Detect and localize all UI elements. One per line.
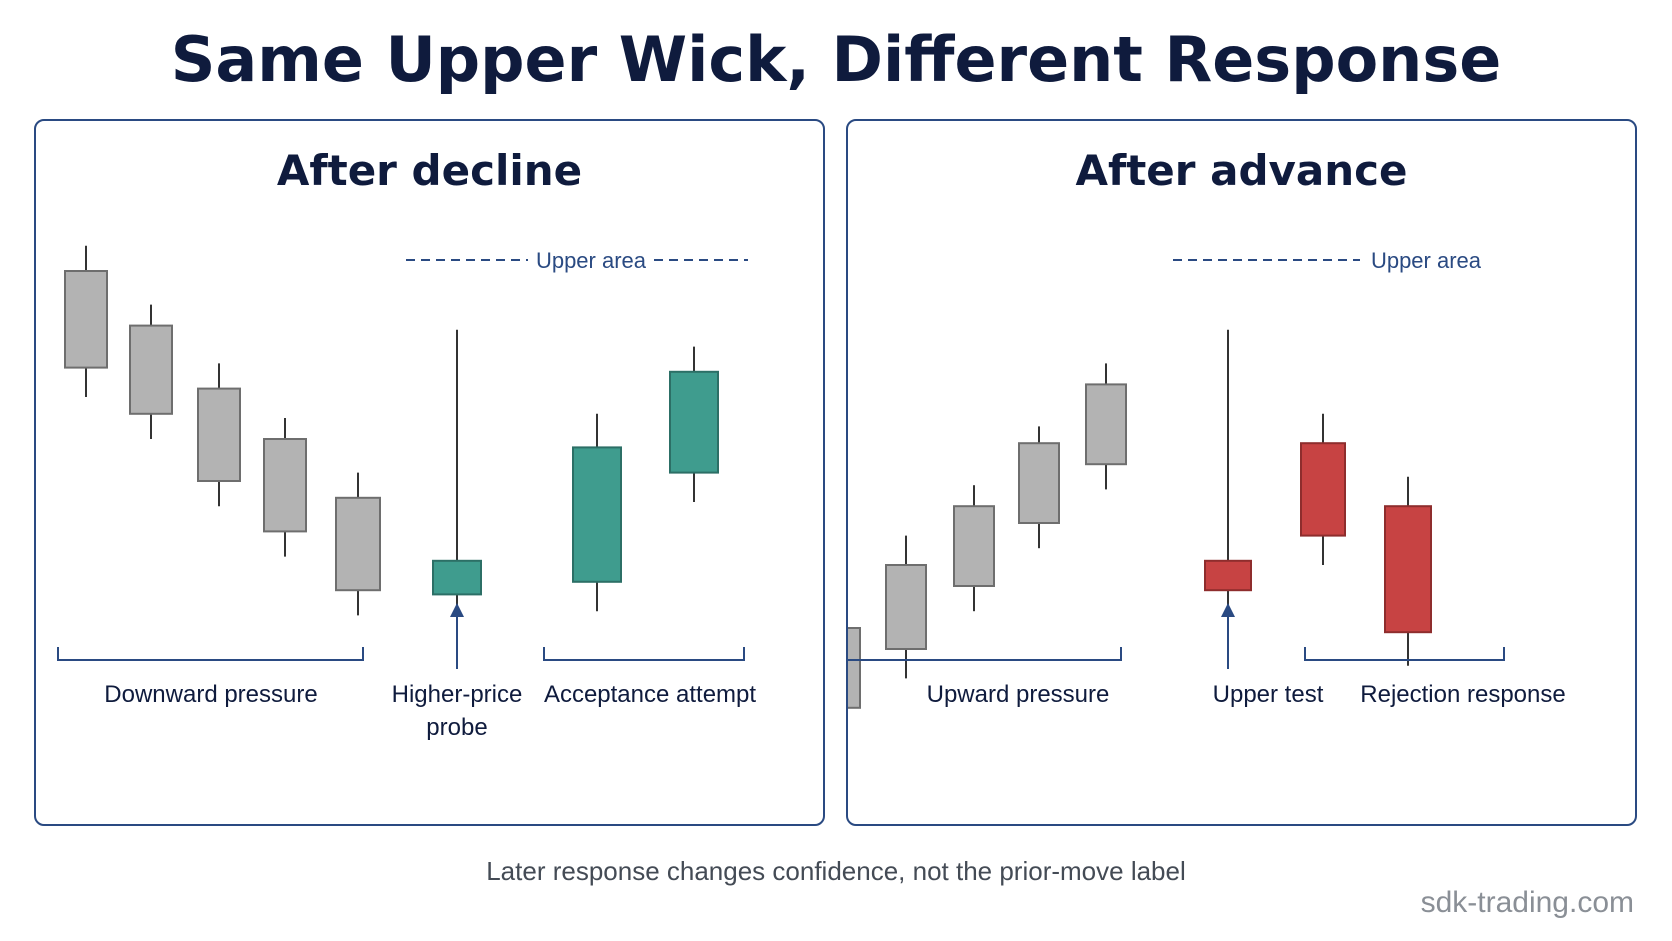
group-bracket: [1304, 647, 1505, 661]
candle-context: [64, 245, 108, 397]
panel-after-advance: After advance Upper area Upward pressure…: [846, 119, 1637, 826]
arrow-up-icon: [1221, 603, 1235, 617]
candle-body: [848, 627, 861, 709]
candle-response: [572, 413, 622, 612]
candle-body: [669, 370, 719, 474]
candlestick-diagram: Upper area: [848, 248, 1505, 709]
group-label-response: Acceptance attempt: [543, 681, 757, 708]
candle-body: [953, 505, 995, 588]
candle-context: [263, 418, 307, 557]
group-label-wick: Upper test: [1212, 681, 1324, 708]
candle-context: [197, 363, 241, 507]
candle-context: [335, 472, 381, 616]
upper-area-label: Upper area: [1371, 248, 1482, 273]
candle-body: [1300, 442, 1346, 537]
candle-body: [432, 559, 482, 596]
panel-after-decline: After decline Upper area Downward pressu…: [34, 119, 825, 826]
candle-body: [1384, 505, 1432, 634]
watermark: sdk-trading.com: [1420, 886, 1634, 919]
group-bracket: [543, 647, 745, 661]
panel-title: After decline: [276, 146, 583, 195]
candle-long-upper-wick: [432, 329, 482, 628]
group-label-context: Downward pressure: [104, 681, 318, 708]
candle-context: [129, 304, 173, 439]
candle-body: [263, 438, 307, 533]
upper-area-label: Upper area: [536, 248, 647, 273]
candle-body: [572, 446, 622, 583]
candle-context: [848, 627, 861, 709]
group-label-wick: Higher-price probe: [391, 681, 523, 741]
panel-title: After advance: [1075, 146, 1408, 195]
candle-response: [1384, 476, 1432, 666]
candle-context: [953, 485, 995, 612]
candle-body: [335, 496, 381, 592]
candle-context: [1018, 426, 1060, 549]
caption: Later response changes confidence, not t…: [486, 856, 1186, 886]
group-bracket: [848, 647, 1122, 661]
candle-body: [64, 270, 108, 369]
main-title: Same Upper Wick, Different Response: [170, 23, 1502, 96]
candle-body: [885, 564, 927, 650]
candle-body: [197, 387, 241, 483]
arrow-up-icon: [450, 603, 464, 617]
candle-context: [885, 535, 927, 679]
candle-long-upper-wick: [1204, 329, 1252, 628]
group-label-context: Upward pressure: [926, 681, 1110, 708]
candle-context: [1085, 363, 1127, 490]
group-bracket: [57, 647, 364, 661]
candle-body: [129, 324, 173, 415]
candle-response: [669, 346, 719, 502]
candlestick-diagram: Upper area: [57, 245, 748, 669]
candle-response: [1300, 413, 1346, 565]
group-label-response: Rejection response: [1360, 681, 1566, 708]
candle-body: [1018, 442, 1060, 525]
candle-body: [1204, 559, 1252, 592]
candle-body: [1085, 383, 1127, 466]
